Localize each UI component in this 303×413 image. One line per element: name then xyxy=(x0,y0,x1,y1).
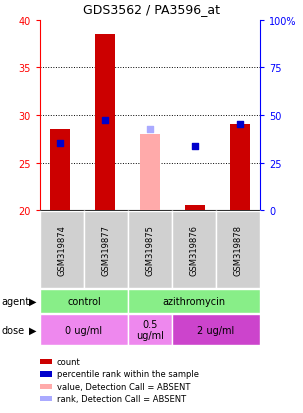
Bar xyxy=(95,35,115,211)
Text: ▶: ▶ xyxy=(29,325,36,335)
Text: agent: agent xyxy=(2,296,30,306)
Text: count: count xyxy=(57,357,80,366)
Bar xyxy=(50,130,70,211)
Text: control: control xyxy=(67,296,101,306)
Text: dose: dose xyxy=(2,325,25,335)
Text: value, Detection Call = ABSENT: value, Detection Call = ABSENT xyxy=(57,382,190,391)
Point xyxy=(238,122,242,128)
Text: GSM319878: GSM319878 xyxy=(234,225,242,275)
Text: ▶: ▶ xyxy=(29,296,36,306)
Text: GSM319875: GSM319875 xyxy=(145,225,155,275)
Point xyxy=(103,117,108,124)
Bar xyxy=(185,206,205,211)
Text: 2 ug/ml: 2 ug/ml xyxy=(197,325,235,335)
Text: 0 ug/ml: 0 ug/ml xyxy=(65,325,102,335)
Point xyxy=(58,141,62,147)
Bar xyxy=(230,125,250,211)
Text: azithromycin: azithromycin xyxy=(162,296,225,306)
Text: GSM319874: GSM319874 xyxy=(58,225,66,275)
Text: GDS3562 / PA3596_at: GDS3562 / PA3596_at xyxy=(83,3,220,16)
Bar xyxy=(140,135,160,211)
Point xyxy=(192,144,197,150)
Text: 0.5
ug/ml: 0.5 ug/ml xyxy=(136,319,164,341)
Text: rank, Detection Call = ABSENT: rank, Detection Call = ABSENT xyxy=(57,394,186,403)
Text: GSM319876: GSM319876 xyxy=(189,225,198,275)
Text: GSM319877: GSM319877 xyxy=(102,225,111,275)
Point xyxy=(148,126,152,133)
Text: percentile rank within the sample: percentile rank within the sample xyxy=(57,370,199,378)
